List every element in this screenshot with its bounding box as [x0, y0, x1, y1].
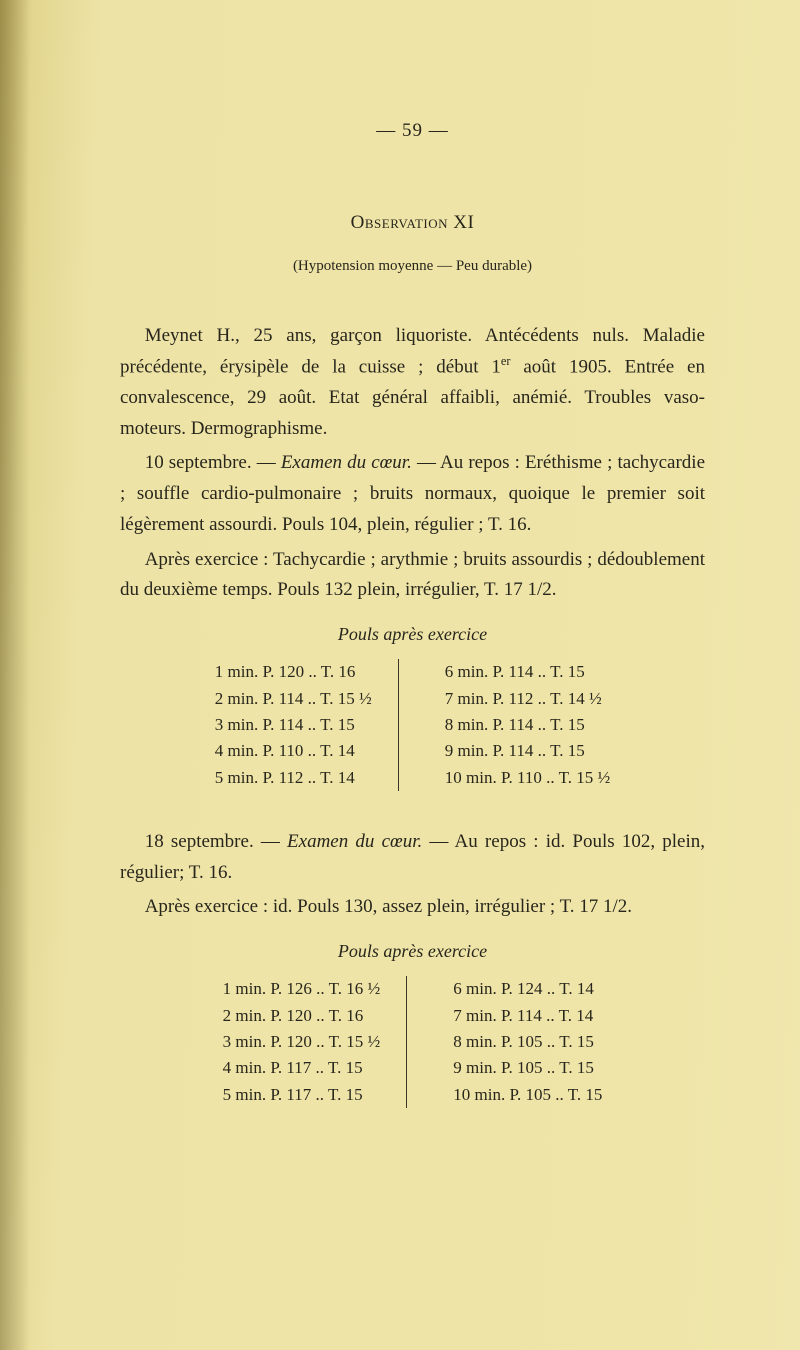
pulse-row: 10 min. P. 105 .. T. 15: [453, 1082, 602, 1108]
pulse-table-2: 1 min. P. 126 .. T. 16 ½ 2 min. P. 120 .…: [120, 976, 705, 1108]
observation-subtitle: (Hypotension moyenne — Peu durable): [120, 258, 705, 275]
pulse-table-col-right: 6 min. P. 114 .. T. 15 7 min. P. 112 .. …: [439, 659, 610, 791]
pulse-table-heading: Pouls après exercice: [120, 624, 705, 645]
paragraph: 18 septembre. — Examen du cœur. — Au rep…: [120, 827, 705, 889]
pulse-table-col-right: 6 min. P. 124 .. T. 14 7 min. P. 114 .. …: [447, 976, 602, 1108]
scanned-page: — 59 — Observation XI (Hypotension moyen…: [0, 0, 800, 1350]
pulse-row: 4 min. P. 110 .. T. 14: [215, 738, 372, 764]
body-text-block-2: 18 septembre. — Examen du cœur. — Au rep…: [120, 827, 705, 923]
pulse-row: 5 min. P. 117 .. T. 15: [223, 1082, 381, 1108]
pulse-table-1: 1 min. P. 120 .. T. 16 2 min. P. 114 .. …: [120, 659, 705, 791]
paragraph: Meynet H., 25 ans, garçon liquoriste. An…: [120, 321, 705, 444]
pulse-row: 6 min. P. 114 .. T. 15: [445, 659, 610, 685]
pulse-row: 2 min. P. 114 .. T. 15 ½: [215, 686, 372, 712]
pulse-row: 9 min. P. 105 .. T. 15: [453, 1055, 602, 1081]
page-number: — 59 —: [120, 120, 705, 142]
paragraph: 10 septembre. — Examen du cœur. — Au rep…: [120, 448, 705, 540]
pulse-row: 3 min. P. 114 .. T. 15: [215, 712, 372, 738]
observation-title: Observation XI: [120, 212, 705, 234]
pulse-row: 4 min. P. 117 .. T. 15: [223, 1055, 381, 1081]
pulse-row: 1 min. P. 120 .. T. 16: [215, 659, 372, 685]
pulse-table-col-left: 1 min. P. 126 .. T. 16 ½ 2 min. P. 120 .…: [223, 976, 408, 1108]
pulse-row: 8 min. P. 114 .. T. 15: [445, 712, 610, 738]
pulse-row: 8 min. P. 105 .. T. 15: [453, 1029, 602, 1055]
pulse-table-heading: Pouls après exercice: [120, 941, 705, 962]
pulse-table-col-left: 1 min. P. 120 .. T. 16 2 min. P. 114 .. …: [215, 659, 399, 791]
pulse-row: 1 min. P. 126 .. T. 16 ½: [223, 976, 381, 1002]
paragraph: Après exercice : id. Pouls 130, assez pl…: [120, 892, 705, 923]
pulse-row: 10 min. P. 110 .. T. 15 ½: [445, 765, 610, 791]
pulse-row: 7 min. P. 114 .. T. 14: [453, 1003, 602, 1029]
pulse-row: 3 min. P. 120 .. T. 15 ½: [223, 1029, 381, 1055]
paragraph: Après exercice : Tachycardie ; arythmie …: [120, 545, 705, 607]
body-text-block-1: Meynet H., 25 ans, garçon liquoriste. An…: [120, 321, 705, 606]
pulse-row: 6 min. P. 124 .. T. 14: [453, 976, 602, 1002]
pulse-row: 2 min. P. 120 .. T. 16: [223, 1003, 381, 1029]
pulse-row: 7 min. P. 112 .. T. 14 ½: [445, 686, 610, 712]
pulse-row: 5 min. P. 112 .. T. 14: [215, 765, 372, 791]
pulse-row: 9 min. P. 114 .. T. 15: [445, 738, 610, 764]
